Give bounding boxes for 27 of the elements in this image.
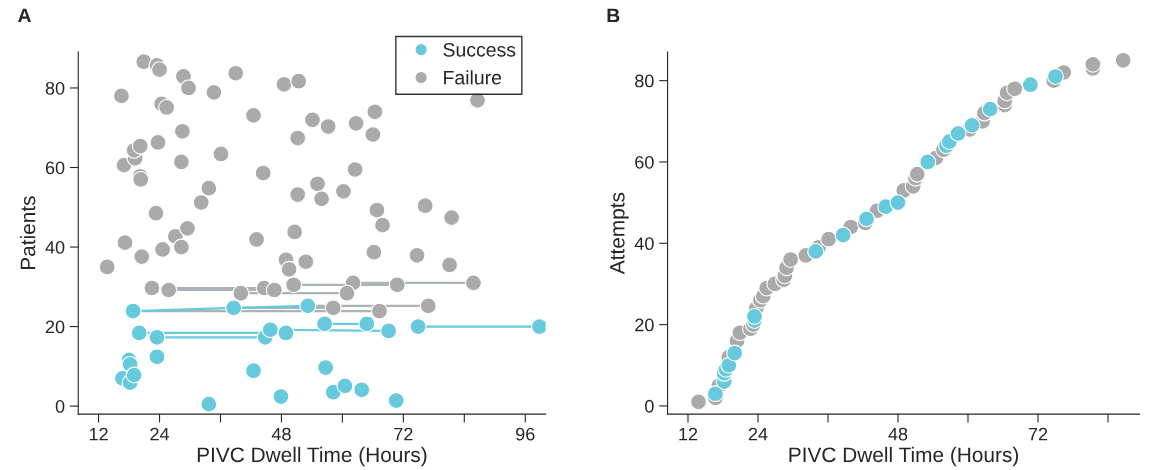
y-tick-label: 0 — [55, 400, 65, 413]
x-axis-title: PIVC Dwell Time (Hours) — [789, 446, 1019, 467]
y-axis-title: Attempts — [610, 192, 629, 275]
x-axis-title: PIVC Dwell Time (Hours) — [197, 446, 427, 467]
x-tick-label: 12 — [679, 427, 698, 441]
y-axis-title: Patients — [20, 196, 36, 270]
x-tick-label: 48 — [888, 427, 908, 441]
y-tick-label: 80 — [45, 81, 65, 95]
x-tick-label: 24 — [748, 427, 768, 441]
y-tick-label: 40 — [634, 237, 654, 251]
y-tick-label: 20 — [635, 318, 654, 332]
x-tick-label: 48 — [271, 427, 291, 441]
chart-title: A — [18, 8, 32, 23]
chart-title: B — [607, 8, 620, 23]
y-tick-label: 80 — [635, 74, 654, 88]
y-tick-label: 20 — [45, 320, 65, 334]
y-tick-label: 40 — [45, 240, 65, 254]
y-tick-label: 60 — [45, 161, 65, 175]
x-tick-label: 96 — [516, 427, 535, 441]
x-tick-label: 12 — [89, 427, 108, 441]
x-tick-label: 24 — [150, 427, 170, 441]
legend-label: Failure — [444, 70, 502, 85]
y-tick-label: 0 — [645, 399, 654, 413]
y-tick-label: 60 — [635, 155, 654, 169]
legend-label: Success — [443, 42, 516, 57]
x-tick-label: 72 — [394, 427, 413, 441]
x-tick-label: 72 — [1028, 427, 1048, 441]
